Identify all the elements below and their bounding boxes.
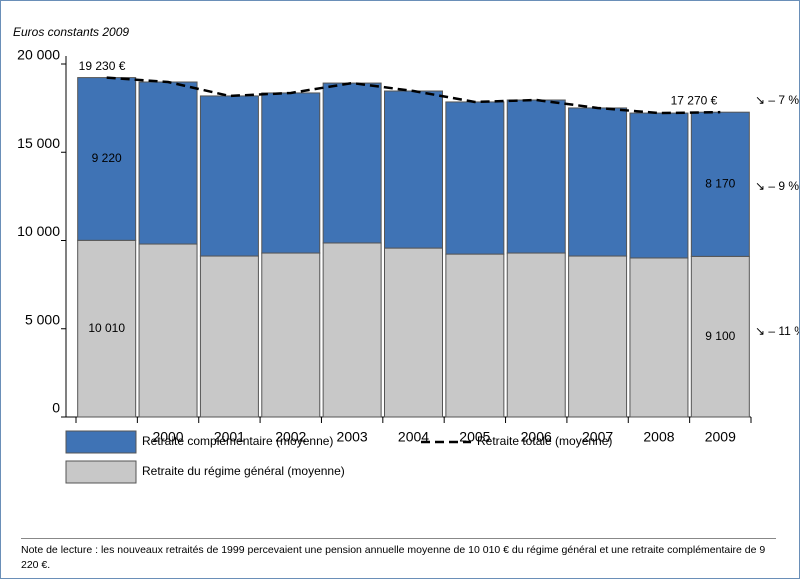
bar-segment xyxy=(384,247,443,418)
bar-segment xyxy=(322,82,382,244)
bar-segment xyxy=(322,242,382,418)
bar-segment xyxy=(199,255,259,418)
bar-segment xyxy=(261,92,321,254)
bar-segment xyxy=(506,252,566,418)
value-label: 9 100 xyxy=(705,329,735,343)
x-tick-label: 2005 xyxy=(459,429,490,445)
x-tick-label: 2002 xyxy=(275,429,306,445)
value-label: 9 220 xyxy=(92,151,122,165)
annotation: ↘ – 9 % xyxy=(755,179,799,193)
note: Note de lecture : les nouveaux retraités… xyxy=(21,544,766,571)
legend-swatch xyxy=(65,460,137,484)
x-tick-label: 2003 xyxy=(337,429,368,445)
total-line xyxy=(106,76,721,115)
bar-segment xyxy=(261,252,321,418)
bar-segment xyxy=(690,111,750,257)
y-axis-label: Euros constants 2009 xyxy=(13,25,129,39)
bar-segment xyxy=(445,253,505,418)
value-label: 8 170 xyxy=(705,176,735,190)
x-tick-label: 2007 xyxy=(582,429,613,445)
y-tick-label: 5 000 xyxy=(25,311,60,327)
bar-segment xyxy=(138,81,198,245)
separator xyxy=(21,538,776,539)
legend-swatch xyxy=(65,430,137,454)
bar-segment xyxy=(199,95,259,257)
bar-segment xyxy=(629,112,689,259)
x-tick-label: 2009 xyxy=(705,429,736,445)
y-tick-label: 15 000 xyxy=(17,135,60,151)
legend-label: Retraite totale (moyenne) xyxy=(477,434,612,448)
x-tick-label: 2001 xyxy=(214,429,245,445)
x-tick-label: 2008 xyxy=(643,429,674,445)
x-tick-label: 2006 xyxy=(521,429,552,445)
annotation: ↘ – 11 % xyxy=(755,324,799,338)
value-label: 19 230 € xyxy=(79,59,126,73)
bar-segment xyxy=(629,257,689,418)
bar-segment xyxy=(568,107,628,257)
bar-segment xyxy=(506,99,566,254)
y-tick-label: 10 000 xyxy=(17,223,60,239)
y-tick-label: 20 000 xyxy=(17,47,60,63)
bar-segment xyxy=(445,101,505,255)
bar-segment xyxy=(568,255,628,418)
chart: Euros constants 2009 0 5 000 10 000 15 000 2… xyxy=(13,25,799,484)
value-label: 17 270 € xyxy=(671,93,718,107)
legend-label: Retraite du régime général (moyenne) xyxy=(142,464,345,478)
x-tick-label: 2004 xyxy=(398,429,429,445)
bar-segment xyxy=(384,90,443,249)
x-tick-label: 2000 xyxy=(152,429,183,445)
legend-label: Retraite complémentaire (moyenne) xyxy=(142,434,333,448)
y-tick-label: 0 xyxy=(52,400,60,416)
annotation: ↘ – 7 % xyxy=(755,93,799,107)
value-label: 10 010 xyxy=(88,321,125,335)
bar-segment xyxy=(138,243,198,418)
